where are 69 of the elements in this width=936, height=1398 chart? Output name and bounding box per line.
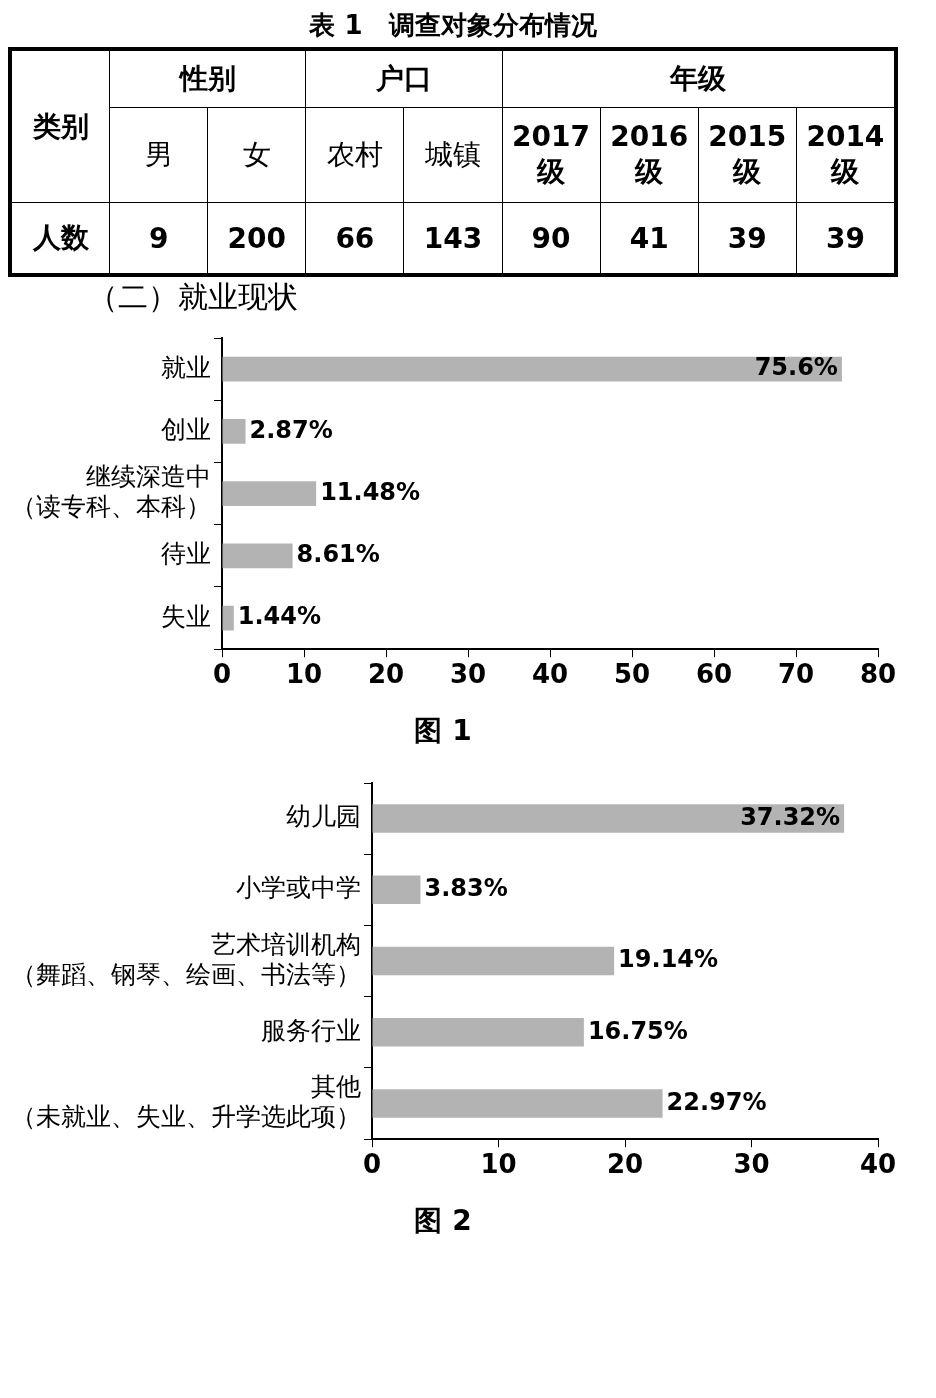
x-tick-label: 70 [777, 658, 815, 689]
data-label: 37.32% [740, 802, 841, 831]
x-tick-label: 20 [606, 1148, 644, 1179]
x-tick-label: 80 [859, 658, 897, 689]
data-label: 39 [698, 202, 797, 275]
x-tick-label: 10 [285, 658, 323, 689]
y-tick-label: 小学或中学 [236, 873, 361, 903]
text: （二）就业现状 [88, 278, 299, 316]
y-tick-label: 幼儿园 [286, 802, 361, 832]
x-tick-label: 2015级 [698, 107, 797, 203]
x-tick-label: 2014级 [796, 107, 896, 203]
bar [222, 543, 293, 569]
x-tick-label: 2016级 [600, 107, 699, 203]
y-tick-label: 其他（未就业、失业、升学选此项） [11, 1072, 361, 1132]
x-tick-label: 0 [212, 658, 232, 689]
x-tick-label: 城镇 [403, 107, 503, 203]
bar [222, 605, 234, 631]
chart-title: 表 1 调查对象分布情况 [308, 9, 598, 42]
x-tick-label: 0 [362, 1148, 382, 1179]
bar [222, 481, 317, 507]
data-label: 1.44% [237, 602, 322, 631]
data-label: 9 [109, 202, 208, 275]
bar [222, 356, 842, 382]
x-tick-label: 20 [367, 658, 405, 689]
y-tick-label: 待业 [161, 539, 211, 569]
annotation: 年级 [502, 49, 896, 108]
data-label: 75.6% [754, 353, 838, 382]
bar [372, 946, 615, 976]
bar [372, 1089, 663, 1118]
annotation: 性别 [109, 49, 306, 108]
data-label: 39 [796, 202, 896, 275]
y-tick-label: 人数 [10, 202, 110, 275]
text: 类别 [10, 49, 110, 203]
data-label: 2.87% [249, 415, 333, 444]
x-tick-label: 50 [613, 658, 651, 689]
y-tick-label: 继续深造中（读专科、本科） [11, 462, 211, 522]
x-tick-label: 30 [449, 658, 487, 689]
data-label: 200 [207, 202, 306, 275]
data-label: 11.48% [320, 477, 421, 506]
text: 图 1 [414, 714, 472, 748]
data-label: 66 [305, 202, 404, 275]
x-tick-label: 女 [207, 107, 306, 203]
data-label: 8.61% [296, 540, 380, 569]
x-tick-label: 30 [733, 1148, 770, 1179]
text: 图 2 [414, 1204, 472, 1238]
y-tick-label: 创业 [161, 414, 211, 444]
data-label: 16.75% [587, 1016, 688, 1045]
bar [372, 875, 421, 905]
x-tick-label: 40 [531, 658, 569, 689]
bar [222, 418, 246, 444]
x-tick-label: 2017级 [502, 107, 601, 203]
bar [372, 1018, 584, 1047]
data-label: 90 [502, 202, 601, 275]
x-tick-label: 农村 [305, 107, 404, 203]
data-label: 143 [403, 202, 503, 275]
y-tick-label: 艺术培训机构（舞蹈、钢琴、绘画、书法等） [11, 929, 361, 989]
annotation: 户口 [305, 49, 503, 108]
y-tick-label: 失业 [161, 601, 211, 631]
data-label: 3.83% [424, 874, 508, 903]
data-label: 19.14% [618, 945, 719, 974]
x-tick-label: 男 [109, 107, 208, 203]
data-label: 41 [600, 202, 699, 275]
bar [372, 804, 845, 833]
data-label: 22.97% [666, 1087, 767, 1116]
y-tick-label: 服务行业 [261, 1015, 361, 1045]
x-tick-label: 40 [859, 1148, 897, 1179]
y-tick-label: 就业 [161, 352, 211, 382]
x-tick-label: 10 [480, 1148, 517, 1179]
x-tick-label: 60 [695, 658, 733, 689]
